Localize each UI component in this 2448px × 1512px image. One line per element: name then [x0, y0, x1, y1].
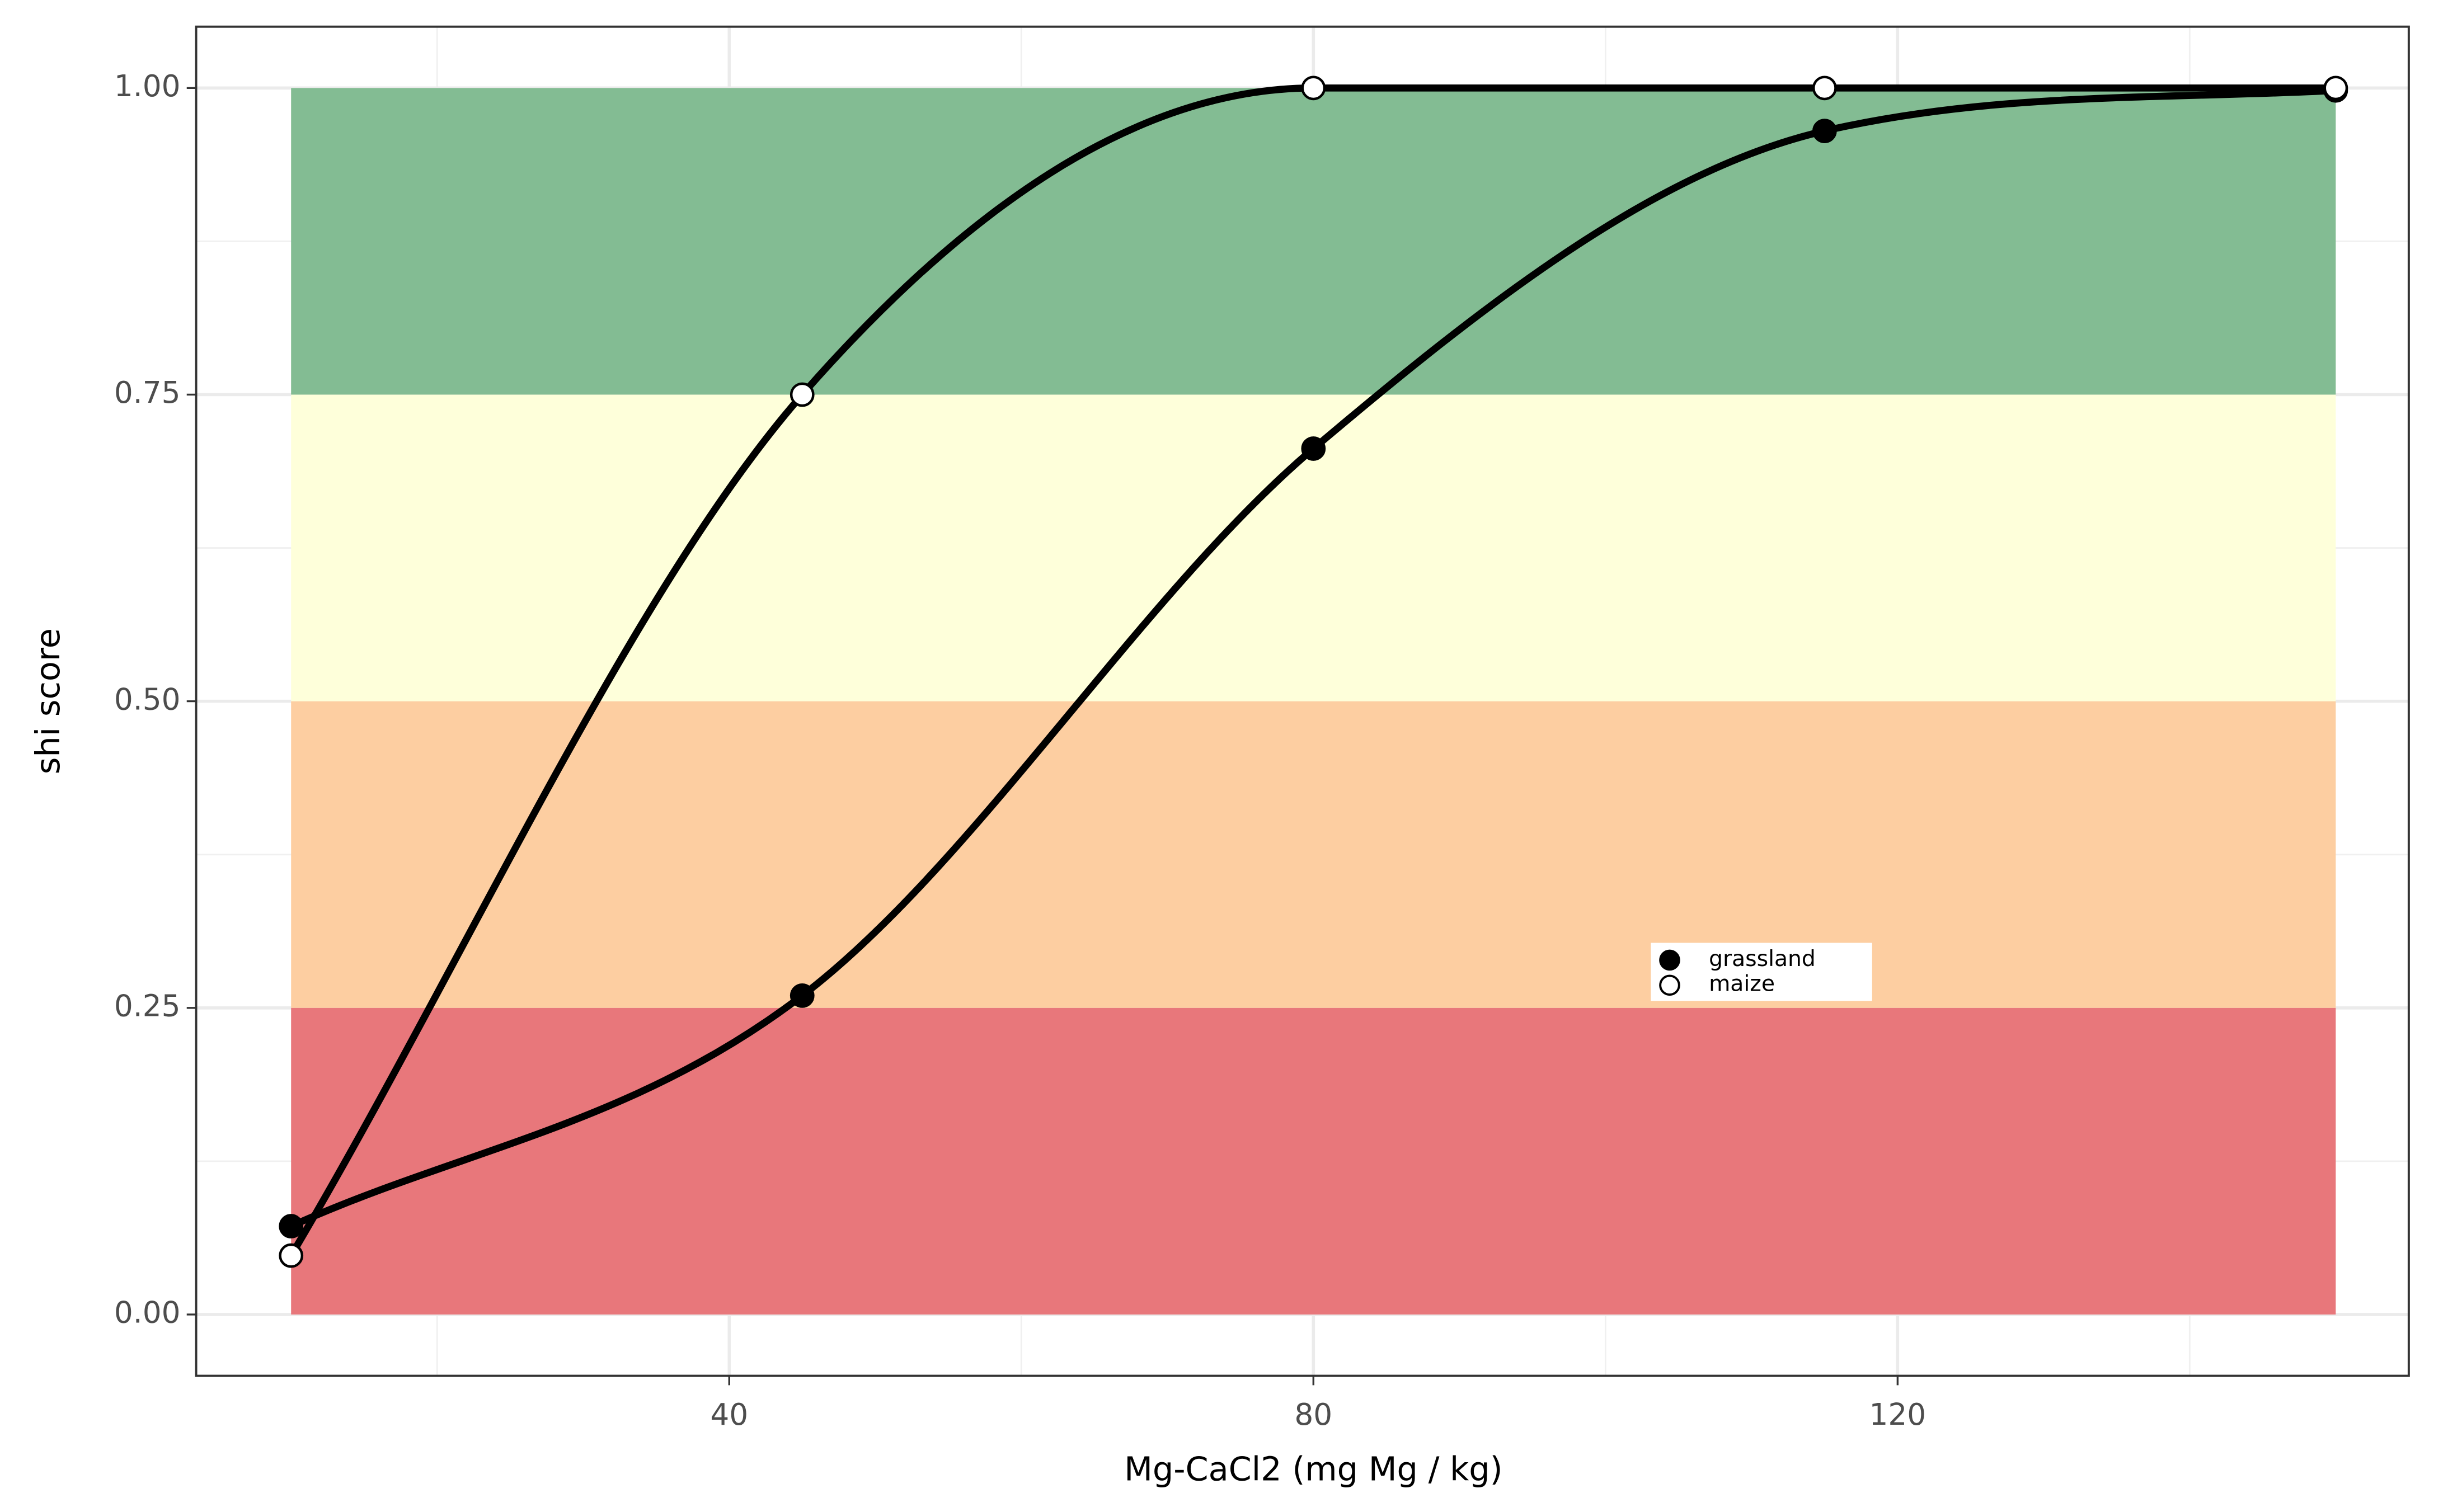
data-point — [279, 1214, 304, 1238]
legend-label: grassland — [1709, 946, 1816, 972]
legend-label: maize — [1709, 972, 1775, 997]
data-point — [279, 1243, 304, 1268]
data-point — [1301, 76, 1326, 101]
data-point — [790, 382, 815, 407]
series-line — [288, 84, 2336, 1257]
data-point — [1812, 119, 1837, 143]
y-axis-title: shi score — [29, 628, 67, 774]
data-point — [790, 983, 815, 1008]
legend-background — [1651, 943, 1872, 1001]
series-line — [289, 87, 2336, 1230]
y-tick-label: 0.25 — [114, 988, 181, 1023]
x-axis-title: Mg-CaCl2 (mg Mg / kg) — [1124, 1450, 1503, 1489]
y-tick-label: 1.00 — [114, 69, 181, 103]
panel-border — [195, 25, 2410, 1377]
y-tick-label: 0.50 — [114, 682, 181, 717]
x-tick-label: 120 — [1869, 1397, 1927, 1432]
legend-marker — [1659, 949, 1680, 971]
score-band — [291, 88, 2336, 395]
data-point — [1812, 76, 1837, 101]
y-tick-label: 0.00 — [114, 1296, 181, 1330]
y-tick-label: 0.75 — [114, 375, 181, 410]
data-point — [2323, 76, 2348, 101]
score-band — [291, 701, 2336, 1008]
legend-marker — [1659, 974, 1680, 996]
score-band — [291, 1007, 2336, 1315]
x-tick-label: 80 — [1294, 1397, 1332, 1432]
data-point — [1301, 436, 1326, 461]
x-tick-label: 40 — [710, 1397, 748, 1432]
